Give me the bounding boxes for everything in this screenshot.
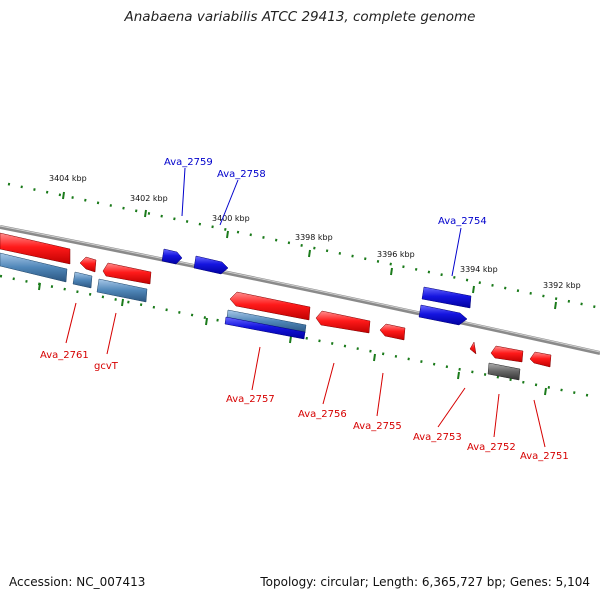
inner-major-ticks — [38, 282, 547, 396]
feature-bar-ava2757-blue[interactable] — [224, 316, 306, 340]
scale-label-3392: 3392 kbp — [543, 281, 581, 290]
gene-label-ava2756[interactable]: Ava_2756 — [298, 409, 347, 420]
gene-arrow-small-1[interactable] — [79, 256, 97, 273]
outer-scale — [7, 182, 597, 309]
other-features — [0, 252, 521, 381]
accession-label: Accession: NC_007413 — [9, 575, 146, 589]
gene-arrow-ava2754-upper[interactable] — [421, 286, 472, 309]
scale-label-3396: 3396 kbp — [377, 250, 415, 259]
gene-label-ava2755[interactable]: Ava_2755 — [353, 421, 402, 432]
gene-label-gcvt[interactable]: gcvT — [94, 361, 119, 372]
label-leaders — [65, 167, 546, 448]
scale-label-3400: 3400 kbp — [212, 214, 250, 223]
reverse-strand-features — [161, 248, 472, 326]
genome-summary: Topology: circular; Length: 6,365,727 bp… — [260, 575, 590, 589]
feature-bar-gcvt-region[interactable] — [96, 278, 148, 303]
outer-major-ticks — [62, 191, 557, 310]
gene-arrow-ava2758[interactable] — [193, 255, 229, 275]
gene-label-ava2751[interactable]: Ava_2751 — [520, 451, 569, 462]
feature-bar-left[interactable] — [0, 252, 68, 283]
feature-bar-small[interactable] — [72, 271, 93, 289]
scale-label-3398: 3398 kbp — [295, 233, 333, 242]
gene-arrow-ava2757[interactable] — [229, 291, 311, 321]
map-title: Anabaena variabilis ATCC 29413, complete… — [124, 9, 476, 25]
scale-label-3404: 3404 kbp — [49, 174, 87, 183]
gene-arrow-ava2752[interactable] — [490, 345, 524, 363]
scale-label-3402: 3402 kbp — [130, 194, 168, 203]
gene-arrow-ava2754-lower[interactable] — [418, 304, 468, 326]
gene-label-ava2753[interactable]: Ava_2753 — [413, 432, 462, 443]
gene-label-ava2752[interactable]: Ava_2752 — [467, 442, 516, 453]
gene-label-ava2754[interactable]: Ava_2754 — [438, 216, 487, 227]
gene-label-ava2759[interactable]: Ava_2759 — [164, 157, 213, 168]
gene-label-ava2761[interactable]: Ava_2761 — [40, 350, 89, 361]
genome-backbone — [0, 225, 600, 355]
feature-bar-gray[interactable] — [487, 362, 521, 381]
gene-arrow-ava2759[interactable] — [161, 248, 183, 265]
genome-backbone-highlight — [0, 225, 600, 353]
gene-arrow-ava2761[interactable] — [0, 232, 71, 265]
gene-label-ava2758[interactable]: Ava_2758 — [217, 169, 266, 180]
gene-label-ava2757[interactable]: Ava_2757 — [226, 394, 275, 405]
gene-arrow-ava2751[interactable] — [529, 351, 552, 368]
gene-arrow-gcvt[interactable] — [102, 262, 152, 285]
scale-label-3394: 3394 kbp — [460, 265, 498, 274]
gene-arrow-ava2753[interactable] — [469, 341, 477, 355]
forward-strand-features — [0, 232, 552, 368]
gene-arrow-ava2756[interactable] — [315, 310, 371, 334]
gene-arrow-ava2755[interactable] — [379, 323, 406, 341]
